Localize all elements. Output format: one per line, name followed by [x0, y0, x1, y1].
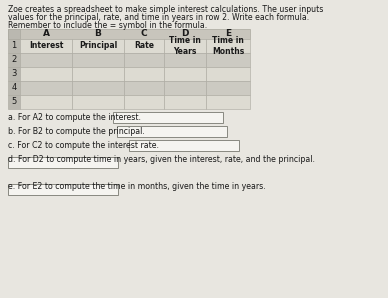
- Bar: [72, 67, 124, 81]
- Bar: [8, 95, 20, 109]
- Bar: [20, 53, 72, 67]
- Bar: [124, 81, 164, 95]
- Bar: [129, 139, 239, 150]
- Text: A: A: [43, 30, 50, 38]
- Bar: [164, 53, 206, 67]
- Text: Time in
Years: Time in Years: [169, 36, 201, 56]
- Bar: [164, 39, 206, 53]
- Text: Time in
Months: Time in Months: [212, 36, 244, 56]
- Bar: [206, 81, 250, 95]
- Text: d. For D2 to compute time in years, given the interest, rate, and the principal.: d. For D2 to compute time in years, give…: [8, 155, 315, 164]
- Text: 1: 1: [11, 41, 17, 50]
- Bar: [164, 67, 206, 81]
- Bar: [20, 67, 72, 81]
- Text: Interest: Interest: [29, 41, 63, 50]
- Bar: [8, 81, 20, 95]
- Text: b. For B2 to compute the principal.: b. For B2 to compute the principal.: [8, 127, 145, 136]
- Bar: [20, 39, 72, 53]
- Bar: [8, 53, 20, 67]
- Text: 5: 5: [11, 97, 17, 106]
- Text: 3: 3: [11, 69, 17, 78]
- Bar: [72, 81, 124, 95]
- Bar: [124, 39, 164, 53]
- Bar: [8, 67, 20, 81]
- Bar: [72, 95, 124, 109]
- Bar: [206, 53, 250, 67]
- Bar: [8, 157, 118, 168]
- Bar: [20, 81, 72, 95]
- Text: B: B: [95, 30, 101, 38]
- Bar: [72, 53, 124, 67]
- Text: e. For E2 to compute the time in months, given the time in years.: e. For E2 to compute the time in months,…: [8, 182, 266, 191]
- Bar: [8, 29, 250, 39]
- Bar: [206, 95, 250, 109]
- Bar: [124, 53, 164, 67]
- Bar: [116, 125, 227, 136]
- Bar: [8, 39, 20, 53]
- Text: 2: 2: [11, 55, 17, 64]
- Bar: [206, 39, 250, 53]
- Text: 4: 4: [11, 83, 17, 92]
- Text: Rate: Rate: [134, 41, 154, 50]
- Text: Remember to include the = symbol in the formula.: Remember to include the = symbol in the …: [8, 21, 207, 30]
- Text: a. For A2 to compute the interest.: a. For A2 to compute the interest.: [8, 113, 141, 122]
- Text: values for the principal, rate, and time in years in row 2. Write each formula.: values for the principal, rate, and time…: [8, 13, 309, 22]
- Text: Principal: Principal: [79, 41, 117, 50]
- Text: D: D: [181, 30, 189, 38]
- Text: E: E: [225, 30, 231, 38]
- Bar: [124, 95, 164, 109]
- Text: Zoe creates a spreadsheet to make simple interest calculations. The user inputs: Zoe creates a spreadsheet to make simple…: [8, 5, 323, 14]
- Bar: [164, 95, 206, 109]
- Bar: [8, 184, 118, 195]
- Bar: [113, 111, 223, 122]
- Bar: [8, 29, 20, 39]
- Text: c. For C2 to compute the interest rate.: c. For C2 to compute the interest rate.: [8, 141, 159, 150]
- Bar: [164, 81, 206, 95]
- Bar: [206, 67, 250, 81]
- Text: C: C: [141, 30, 147, 38]
- Bar: [20, 95, 72, 109]
- Bar: [72, 39, 124, 53]
- Bar: [124, 67, 164, 81]
